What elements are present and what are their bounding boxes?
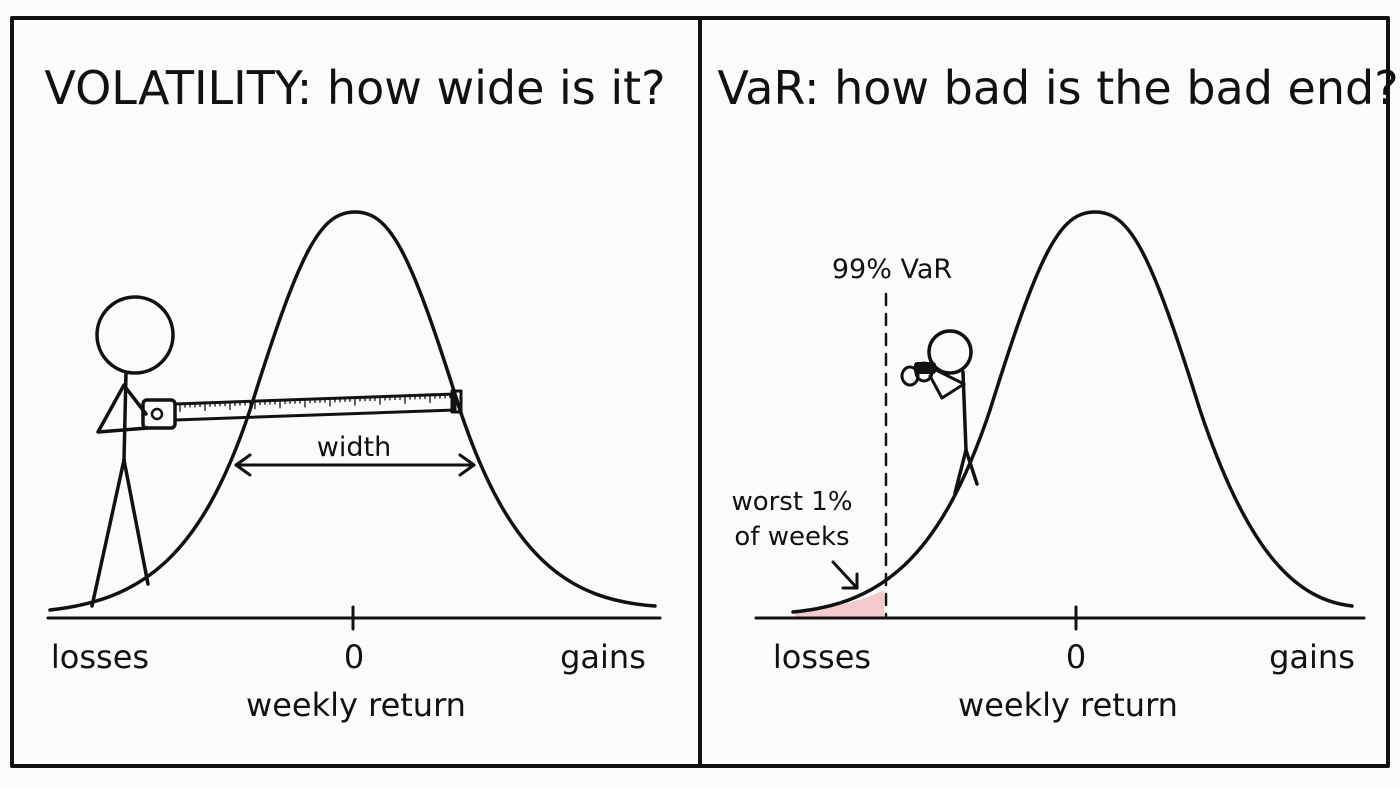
left-bell-curve <box>48 210 657 612</box>
width-label: width <box>317 432 391 463</box>
left-axis-zero: 0 <box>344 638 364 676</box>
stick-figure-icon <box>90 295 175 608</box>
tape-measure-icon <box>141 389 463 430</box>
left-axis-losses: losses <box>51 638 149 676</box>
left-panel-title: VOLATILITY: how wide is it? <box>44 61 665 115</box>
right-panel-title: VaR: how bad is the bad end? <box>717 61 1398 115</box>
right-bell-curve <box>791 210 1354 614</box>
tape-ticks <box>179 394 451 412</box>
right-axis-losses: losses <box>773 638 871 676</box>
right-axis-zero: 0 <box>1066 638 1086 676</box>
stick-figure-with-binoculars-icon <box>900 329 979 495</box>
left-axis-gains: gains <box>560 638 646 676</box>
tail-shading <box>795 590 884 618</box>
right-axis-gains: gains <box>1269 638 1355 676</box>
right-panel: VaR: how bad is the bad end? losses 0 ga… <box>717 61 1398 724</box>
var-label: 99% VaR <box>832 254 952 285</box>
left-axis-title: weekly return <box>246 686 466 724</box>
tail-note-line2: of weeks <box>734 522 849 552</box>
arrow-icon <box>831 560 859 590</box>
width-arrow-icon <box>234 453 476 477</box>
tail-note-line1: worst 1% <box>731 487 852 517</box>
binoculars-icon <box>900 361 936 387</box>
right-panel-frame <box>698 16 1390 768</box>
left-panel: VOLATILITY: how wide is it? losses 0 gai… <box>44 61 665 724</box>
right-axis-title: weekly return <box>958 686 1178 724</box>
